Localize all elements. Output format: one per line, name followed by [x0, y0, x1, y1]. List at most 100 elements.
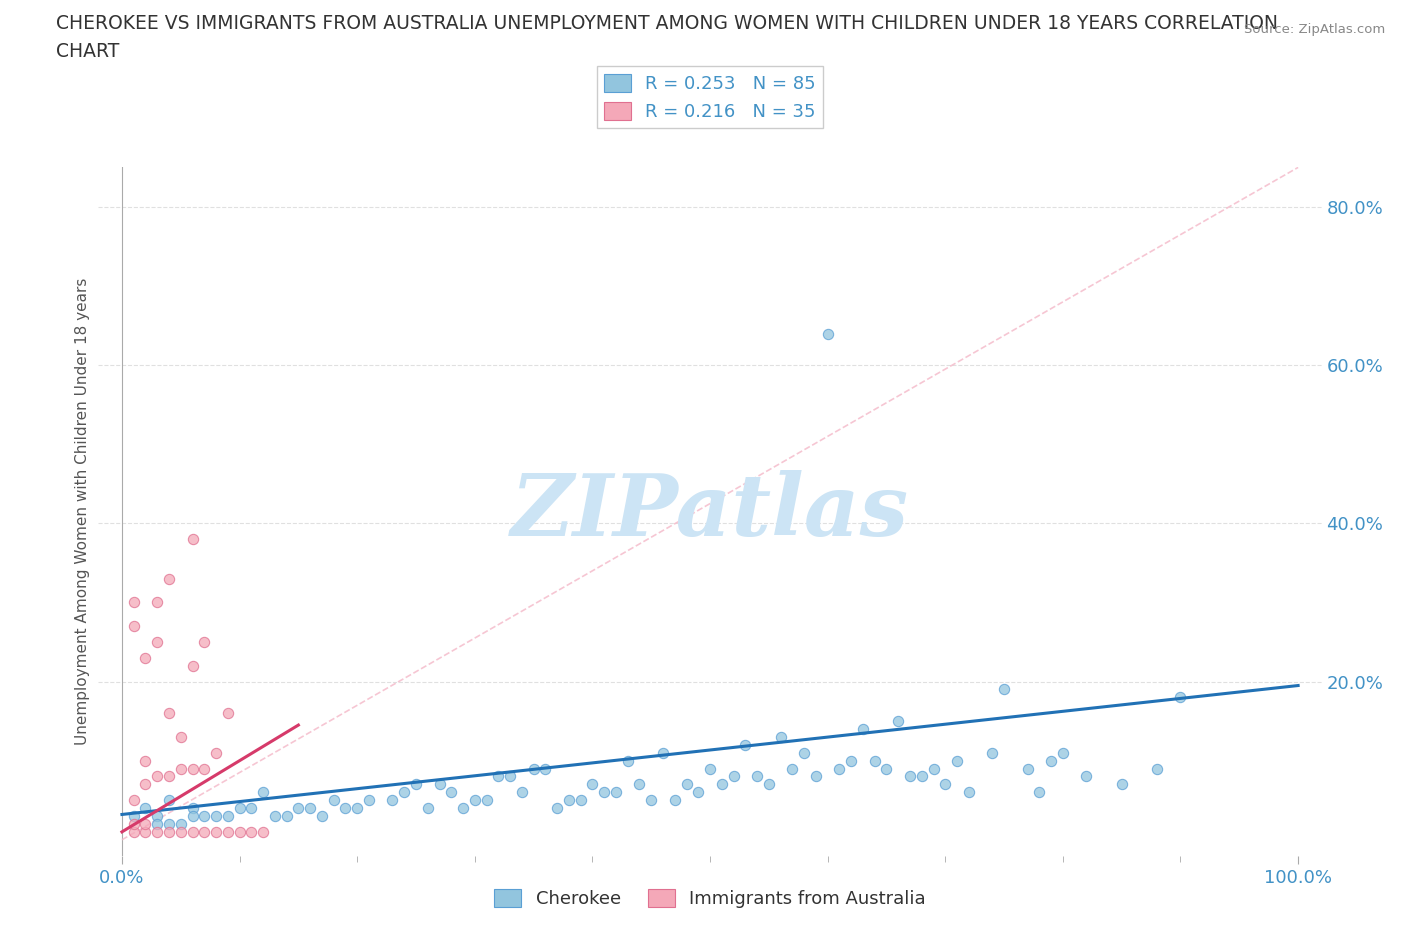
Point: [240, 824, 263, 839]
Point: [122, 595, 145, 610]
Point: [745, 769, 768, 784]
Point: [157, 824, 180, 839]
Point: [581, 777, 603, 791]
Point: [193, 808, 215, 823]
Point: [381, 792, 404, 807]
Point: [440, 785, 463, 800]
Text: ZIPatlas: ZIPatlas: [510, 470, 910, 553]
Point: [205, 808, 228, 823]
Point: [957, 785, 980, 800]
Point: [839, 753, 862, 768]
Point: [405, 777, 427, 791]
Point: [181, 824, 204, 839]
Point: [170, 824, 193, 839]
Point: [157, 817, 180, 831]
Point: [1017, 761, 1039, 776]
Point: [181, 761, 204, 776]
Point: [217, 706, 239, 721]
Point: [616, 753, 638, 768]
Point: [252, 824, 274, 839]
Point: [157, 792, 180, 807]
Point: [723, 769, 745, 784]
Point: [357, 792, 380, 807]
Point: [734, 737, 756, 752]
Point: [1076, 769, 1098, 784]
Point: [122, 792, 145, 807]
Point: [510, 785, 533, 800]
Legend: Cherokee, Immigrants from Australia: Cherokee, Immigrants from Australia: [486, 882, 934, 915]
Point: [922, 761, 945, 776]
Point: [758, 777, 780, 791]
Point: [993, 682, 1015, 697]
Text: CHART: CHART: [56, 42, 120, 60]
Point: [534, 761, 557, 776]
Point: [429, 777, 451, 791]
Point: [699, 761, 721, 776]
Y-axis label: Unemployment Among Women with Children Under 18 years: Unemployment Among Women with Children U…: [75, 278, 90, 745]
Point: [852, 722, 875, 737]
Point: [134, 801, 156, 816]
Point: [804, 769, 827, 784]
Point: [664, 792, 686, 807]
Point: [240, 801, 263, 816]
Point: [475, 792, 498, 807]
Point: [193, 761, 215, 776]
Point: [863, 753, 886, 768]
Point: [217, 824, 239, 839]
Point: [911, 769, 934, 784]
Point: [898, 769, 921, 784]
Point: [605, 785, 627, 800]
Point: [181, 658, 204, 673]
Point: [640, 792, 662, 807]
Point: [981, 745, 1004, 760]
Point: [769, 729, 792, 744]
Point: [486, 769, 509, 784]
Point: [652, 745, 675, 760]
Point: [146, 769, 169, 784]
Point: [1111, 777, 1133, 791]
Point: [205, 745, 228, 760]
Text: CHEROKEE VS IMMIGRANTS FROM AUSTRALIA UNEMPLOYMENT AMONG WOMEN WITH CHILDREN UND: CHEROKEE VS IMMIGRANTS FROM AUSTRALIA UN…: [56, 14, 1278, 33]
Point: [287, 801, 309, 816]
Point: [451, 801, 474, 816]
Point: [170, 817, 193, 831]
Point: [782, 761, 804, 776]
Point: [134, 650, 156, 665]
Point: [817, 326, 839, 341]
Point: [1040, 753, 1063, 768]
Point: [299, 801, 322, 816]
Point: [934, 777, 956, 791]
Point: [181, 801, 204, 816]
Point: [146, 634, 169, 649]
Point: [134, 824, 156, 839]
Point: [146, 824, 169, 839]
Point: [228, 824, 250, 839]
Point: [464, 792, 486, 807]
Point: [593, 785, 616, 800]
Point: [157, 769, 180, 784]
Point: [228, 801, 250, 816]
Point: [146, 817, 169, 831]
Point: [146, 595, 169, 610]
Point: [146, 808, 169, 823]
Point: [181, 808, 204, 823]
Point: [346, 801, 368, 816]
Point: [675, 777, 697, 791]
Point: [170, 761, 193, 776]
Text: Source: ZipAtlas.com: Source: ZipAtlas.com: [1244, 23, 1385, 36]
Point: [710, 777, 733, 791]
Point: [946, 753, 969, 768]
Point: [1028, 785, 1050, 800]
Point: [122, 618, 145, 633]
Point: [499, 769, 522, 784]
Point: [392, 785, 416, 800]
Point: [157, 706, 180, 721]
Point: [263, 808, 285, 823]
Point: [311, 808, 333, 823]
Point: [523, 761, 546, 776]
Point: [558, 792, 581, 807]
Point: [569, 792, 592, 807]
Point: [181, 532, 204, 547]
Point: [134, 817, 156, 831]
Point: [546, 801, 568, 816]
